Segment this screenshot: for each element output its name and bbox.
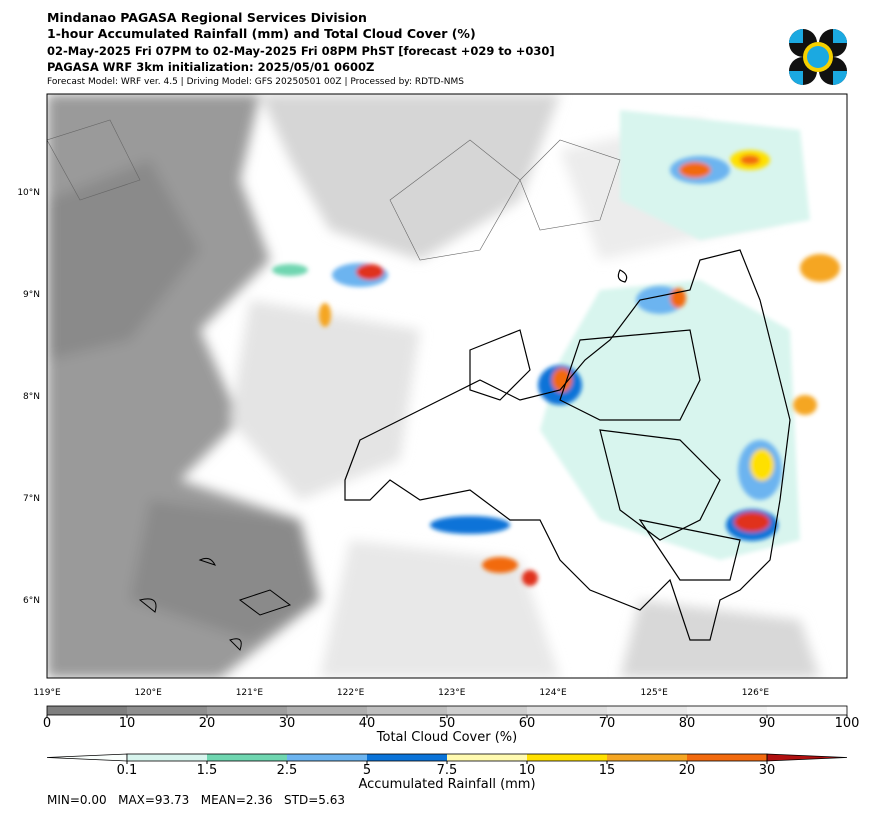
lon-label: 123°E: [438, 688, 466, 698]
cloud-color: [207, 706, 287, 715]
cloud-tick-label: 40: [359, 716, 376, 731]
rain-color: [447, 754, 527, 761]
lon-label: 121°E: [236, 688, 264, 698]
lon-labels: 119°E 120°E 121°E 122°E 123°E 124°E 125°E 126°E: [33, 688, 769, 698]
cloud-color: [687, 706, 767, 715]
lat-label: 8°N: [23, 392, 40, 402]
cloud-tick-label: 90: [759, 716, 776, 731]
rain-color: [367, 754, 447, 761]
rain-tick-label: 7.5: [437, 763, 458, 778]
rain-tick-label: 20: [679, 763, 696, 778]
cloud-tick-label: 20: [199, 716, 216, 731]
cloud-colorbar-label: Total Cloud Cover (%): [376, 730, 517, 745]
cloud-tick-label: 50: [439, 716, 456, 731]
cloud-colorbar: 0 10 20 30 40 50 60 70 80 90 100: [43, 705, 860, 731]
initialization: PAGASA WRF 3km initialization: 2025/05/0…: [47, 60, 374, 74]
rain-color: [207, 754, 287, 761]
coastlines-north: [47, 119, 621, 261]
model-info: Forecast Model: WRF ver. 4.5 | Driving M…: [47, 77, 464, 87]
rain-tick-label: 2.5: [277, 763, 298, 778]
rain-tick-label: 30: [759, 763, 776, 778]
rain-colorbar-label: Accumulated Rainfall (mm): [358, 777, 535, 792]
lat-label: 10°N: [17, 188, 40, 198]
map: [47, 94, 847, 678]
islands: [138, 557, 292, 651]
rain-extend-high: [766, 753, 848, 762]
rain-color: [527, 754, 607, 761]
lon-label: 119°E: [33, 688, 61, 698]
rain-tick-label: 15: [599, 763, 616, 778]
rain-colorbar: 0.1 1.5 2.5 5 7.5 10 15 20 30: [46, 753, 848, 778]
cloud-color: [287, 706, 367, 715]
lat-labels: 10°N 9°N 8°N 7°N 6°N: [17, 188, 40, 606]
cloud-tick-label: 0: [43, 716, 51, 731]
lat-label: 6°N: [23, 596, 40, 606]
cloud-tick-label: 60: [519, 716, 536, 731]
rain-color: [127, 754, 207, 761]
rain-color: [607, 754, 687, 761]
cloud-color: [447, 706, 527, 715]
coastlines: [344, 249, 791, 641]
lat-label: 9°N: [23, 290, 40, 300]
cloud-color: [127, 706, 207, 715]
cloud-tick-label: 80: [679, 716, 696, 731]
cloud-color: [527, 706, 607, 715]
lon-label: 124°E: [539, 688, 567, 698]
cloud-tick-label: 30: [279, 716, 296, 731]
cloud-tick-label: 100: [835, 716, 860, 731]
cloud-tick-label: 10: [119, 716, 136, 731]
subtitle: 1-hour Accumulated Rainfall (mm) and Tot…: [47, 26, 476, 41]
rain-color: [687, 754, 767, 761]
rain-tick-label: 10: [519, 763, 536, 778]
rain-color: [287, 754, 367, 761]
cloud-color: [47, 706, 127, 715]
lon-label: 126°E: [742, 688, 770, 698]
cloud-color: [767, 706, 847, 715]
lon-label: 120°E: [135, 688, 163, 698]
cloud-color: [367, 706, 447, 715]
valid-time: 02-May-2025 Fri 07PM to 02-May-2025 Fri …: [47, 44, 555, 58]
rain-extend-low: [46, 753, 128, 762]
lon-label: 122°E: [337, 688, 365, 698]
rain-tick-label: 0.1: [117, 763, 138, 778]
cloud-color: [607, 706, 687, 715]
lon-label: 125°E: [641, 688, 669, 698]
rain-tick-label: 1.5: [197, 763, 218, 778]
lat-label: 7°N: [23, 494, 40, 504]
rain-tick-label: 5: [363, 763, 371, 778]
title: Mindanao PAGASA Regional Services Divisi…: [47, 10, 367, 25]
stats: MIN=0.00 MAX=93.73 MEAN=2.36 STD=5.63: [47, 793, 345, 807]
cloud-tick-label: 70: [599, 716, 616, 731]
map-frame: [46, 93, 848, 679]
logo: [789, 29, 847, 85]
